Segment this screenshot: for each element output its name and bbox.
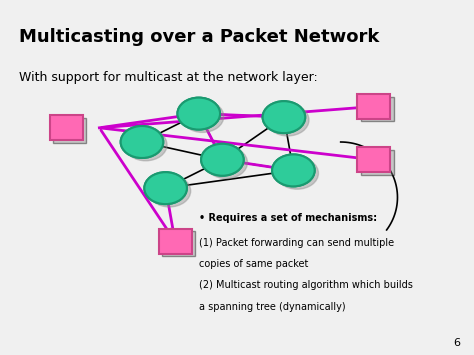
Circle shape	[205, 147, 247, 179]
Text: 6: 6	[453, 338, 460, 348]
Circle shape	[272, 154, 315, 186]
FancyBboxPatch shape	[53, 118, 86, 143]
Text: (1) Packet forwarding can send multiple: (1) Packet forwarding can send multiple	[199, 238, 394, 248]
Circle shape	[121, 126, 163, 158]
FancyBboxPatch shape	[357, 147, 391, 172]
Circle shape	[121, 126, 163, 158]
Text: • Requires a set of mechanisms:: • Requires a set of mechanisms:	[199, 213, 377, 223]
Text: Multicasting over a Packet Network: Multicasting over a Packet Network	[19, 28, 379, 47]
Circle shape	[177, 98, 220, 130]
FancyBboxPatch shape	[162, 231, 195, 256]
Circle shape	[263, 101, 305, 133]
FancyBboxPatch shape	[50, 115, 83, 140]
Text: With support for multicast at the network layer:: With support for multicast at the networ…	[19, 71, 318, 84]
FancyBboxPatch shape	[158, 229, 191, 254]
Circle shape	[144, 172, 187, 204]
Circle shape	[181, 100, 224, 132]
Circle shape	[177, 98, 220, 130]
Circle shape	[276, 157, 319, 189]
Circle shape	[272, 154, 315, 186]
Circle shape	[266, 104, 309, 136]
Circle shape	[144, 172, 187, 204]
Circle shape	[125, 129, 167, 161]
FancyBboxPatch shape	[361, 97, 394, 121]
Circle shape	[201, 144, 244, 176]
Text: (2) Multicast routing algorithm which builds: (2) Multicast routing algorithm which bu…	[199, 280, 412, 290]
Circle shape	[263, 101, 305, 133]
FancyBboxPatch shape	[357, 94, 391, 119]
FancyBboxPatch shape	[361, 150, 394, 175]
Text: a spanning tree (dynamically): a spanning tree (dynamically)	[199, 302, 346, 312]
Circle shape	[148, 175, 191, 207]
Circle shape	[201, 144, 244, 176]
Text: copies of same packet: copies of same packet	[199, 259, 308, 269]
